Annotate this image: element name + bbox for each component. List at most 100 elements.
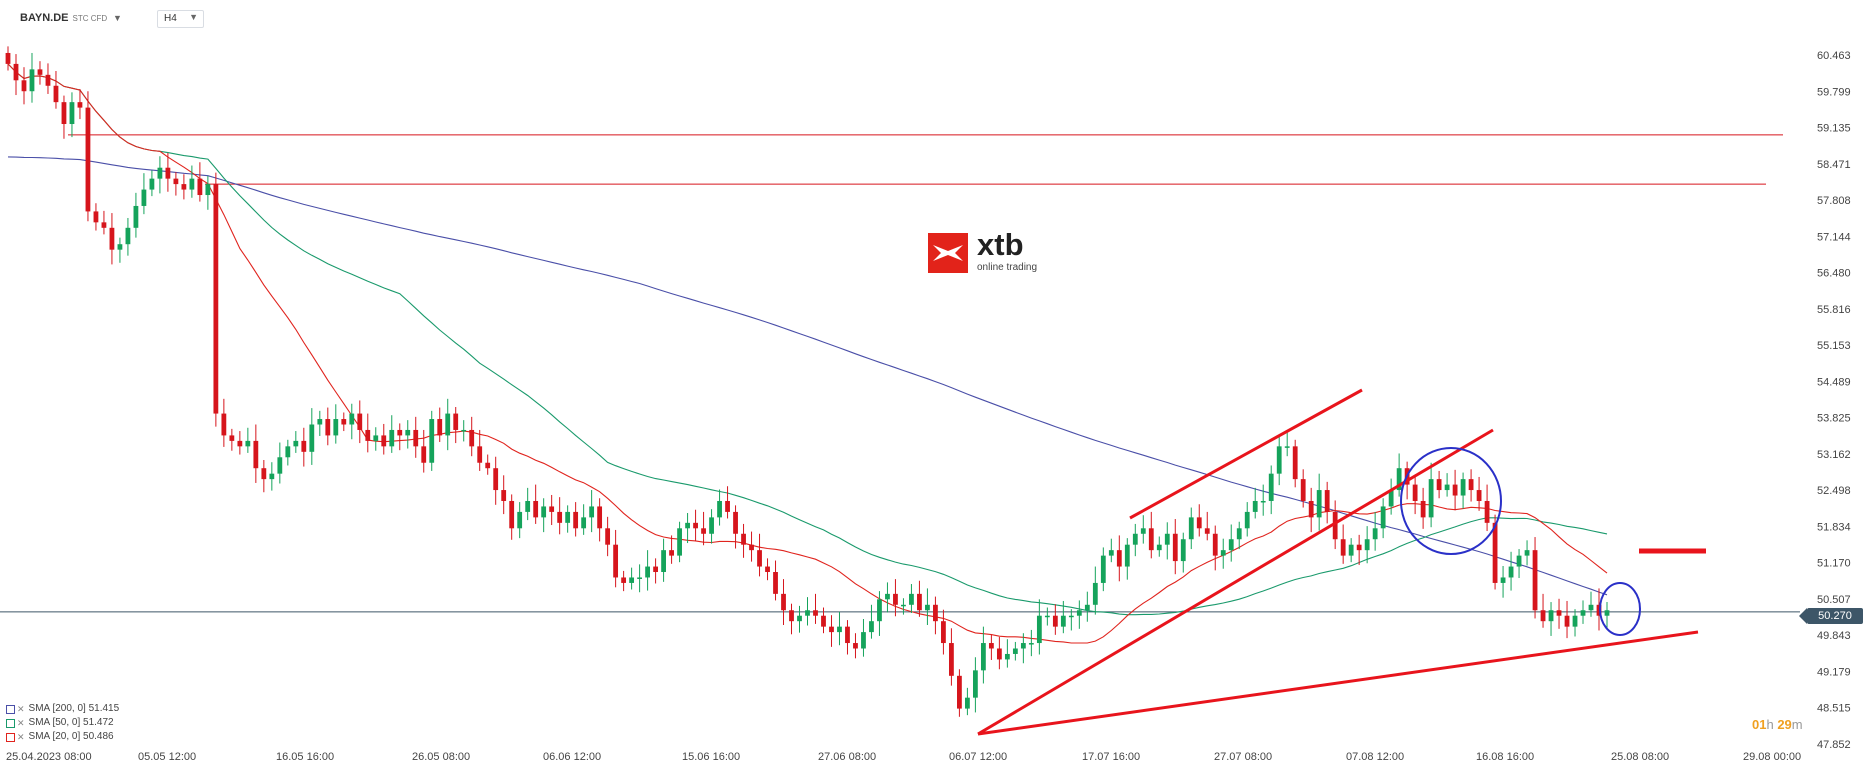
candle-body (453, 413, 459, 430)
candle-body (1004, 653, 1010, 660)
close-icon[interactable]: ✕ (17, 704, 25, 714)
y-tick-label: 53.825 (1817, 413, 1851, 425)
candle-body (661, 550, 666, 573)
candle (957, 669, 962, 717)
candle (221, 398, 227, 447)
candle (1100, 547, 1106, 592)
horizontal-levels[interactable] (0, 134, 1800, 613)
candle-body (1396, 468, 1402, 491)
candle-body (709, 517, 714, 534)
candle-body (1572, 615, 1578, 627)
candle-body (1156, 544, 1162, 551)
candle-body (1116, 550, 1122, 567)
settings-icon[interactable] (6, 704, 15, 714)
candle (557, 497, 563, 535)
candle-body (141, 189, 147, 206)
y-tick-label: 59.799 (1817, 86, 1851, 98)
candle-body (1516, 555, 1522, 567)
y-tick-label: 51.170 (1817, 558, 1851, 570)
candle (1540, 593, 1546, 628)
candle (1580, 600, 1586, 624)
candle (501, 475, 507, 515)
candle (1004, 639, 1010, 668)
candle (901, 598, 906, 615)
candle-body (373, 435, 379, 441)
settings-icon[interactable] (6, 732, 15, 742)
x-tick-label: 17.07 16:00 (1082, 751, 1140, 763)
candle-body (517, 511, 523, 529)
candle-body (1036, 615, 1042, 644)
candle-body (349, 413, 355, 425)
chevron-down-icon[interactable]: ▼ (113, 13, 122, 23)
candle-body (325, 419, 331, 436)
candle (173, 172, 179, 196)
xtb-logo: xtb online trading (928, 229, 1037, 274)
candle-body (333, 419, 339, 436)
symbol-name: BAYN.DE (20, 12, 69, 24)
sma200-line (7, 156, 1608, 596)
candle-body (109, 227, 115, 250)
candle (653, 558, 658, 584)
candle (877, 591, 882, 636)
candle-body (1332, 511, 1338, 540)
candle (837, 611, 842, 646)
candle-body (341, 419, 347, 425)
candle-body (5, 52, 11, 64)
candle-body (149, 178, 155, 190)
candle-body (1300, 479, 1306, 501)
candle (101, 210, 107, 235)
legend-sma50[interactable]: ✕ SMA [50, 0] 51.472 (6, 716, 119, 730)
candle-body (669, 550, 674, 556)
legend-label: SMA [50, 0] 51.472 (28, 717, 114, 728)
candle (1244, 502, 1250, 537)
candle-body (221, 413, 227, 436)
candle (1276, 434, 1282, 486)
settings-icon[interactable] (6, 718, 15, 728)
candle-body (957, 675, 962, 709)
candle-body (917, 593, 922, 611)
candle-body (205, 184, 211, 196)
sma20-line (7, 63, 1608, 644)
candle-body (1340, 539, 1346, 556)
legend-sma20[interactable]: ✕ SMA [20, 0] 50.486 (6, 730, 119, 744)
candle (597, 498, 603, 542)
candle (261, 460, 267, 493)
candle (1316, 473, 1322, 531)
candle (69, 92, 75, 138)
candle (229, 428, 235, 451)
candle-body (85, 107, 91, 212)
candle (509, 494, 515, 540)
legend-sma200[interactable]: ✕ SMA [200, 0] 51.415 (6, 702, 119, 716)
candle-body (45, 74, 51, 86)
candle-body (557, 511, 563, 523)
price-axis: 60.463 59.799 59.135 58.471 57.808 57.144 56.4… (1817, 50, 1851, 751)
candle-body (1220, 550, 1226, 556)
legend-label: SMA [200, 0] 51.415 (28, 703, 120, 714)
candle-body (573, 511, 579, 529)
timeframe-select[interactable]: H4 ▼ (157, 10, 204, 28)
candle (693, 509, 698, 542)
candle (77, 89, 83, 120)
candle-body (437, 419, 443, 436)
symbol-selector[interactable]: BAYN.DE STC CFD (20, 12, 107, 24)
close-icon[interactable]: ✕ (17, 732, 25, 742)
candle (389, 415, 395, 453)
candle-body (1412, 484, 1418, 501)
candle (1212, 525, 1218, 571)
candle (749, 531, 754, 562)
candle-body (1452, 484, 1458, 496)
candle (1044, 607, 1050, 626)
drawings[interactable] (977, 388, 1706, 736)
close-icon[interactable]: ✕ (17, 718, 25, 728)
candle-body (357, 413, 363, 430)
candle (29, 52, 35, 103)
candle (1252, 487, 1258, 519)
candle (445, 398, 451, 451)
candle-body (789, 610, 794, 622)
candle-body (797, 615, 802, 622)
y-tick-label: 53.162 (1817, 449, 1851, 461)
candle (1428, 462, 1434, 528)
candle-body (941, 621, 946, 644)
candle (165, 152, 171, 192)
